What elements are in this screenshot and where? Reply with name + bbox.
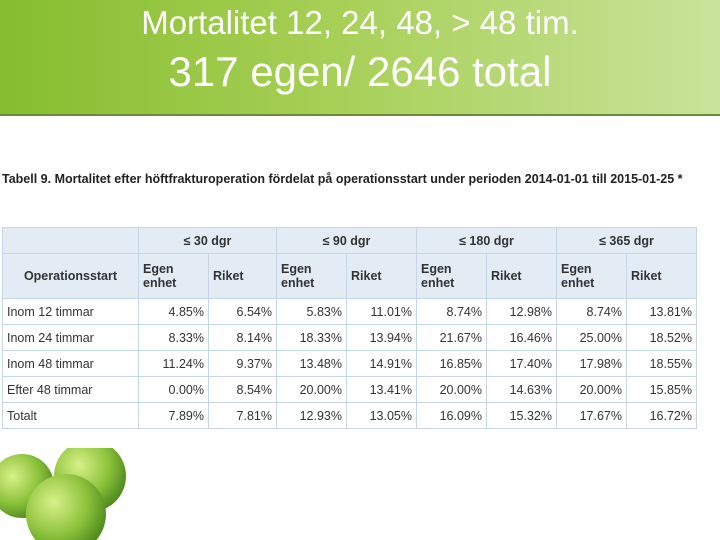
group-header: ≤ 180 dgr [416, 227, 557, 254]
column-header: Egen enhet [416, 253, 487, 299]
column-header: Riket [346, 253, 417, 299]
column-header: Egen enhet [138, 253, 209, 299]
cell-value: 8.14% [208, 324, 277, 351]
cell-value: 16.09% [416, 402, 487, 429]
column-header: Riket [486, 253, 557, 299]
row-label: Inom 12 timmar [2, 298, 139, 325]
cell-value: 14.63% [486, 376, 557, 403]
cell-value: 16.72% [626, 402, 697, 429]
table-row: Inom 48 timmar 11.24% 9.37% 13.48% 14.91% 16.… [2, 350, 697, 377]
cell-value: 12.93% [276, 402, 347, 429]
table-row: Efter 48 timmar 0.00% 8.54% 20.00% 13.41% 20.… [2, 376, 697, 403]
cell-value: 8.54% [208, 376, 277, 403]
group-header: ≤ 30 dgr [138, 227, 277, 254]
cell-value: 14.91% [346, 350, 417, 377]
table-row: ≤ 30 dgr ≤ 90 dgr ≤ 180 dgr ≤ 365 dgr [2, 227, 697, 254]
header-band: Mortalitet 12, 24, 48, > 48 tim. 317 ege… [0, 0, 720, 116]
cell-value: 21.67% [416, 324, 487, 351]
empty-cell [2, 227, 139, 254]
cell-value: 17.40% [486, 350, 557, 377]
table-caption: Tabell 9. Mortalitet efter höftfrakturop… [2, 172, 683, 186]
cell-value: 11.01% [346, 298, 417, 325]
cell-value: 18.33% [276, 324, 347, 351]
column-header: Egen enhet [276, 253, 347, 299]
cell-value: 13.48% [276, 350, 347, 377]
cell-value: 8.33% [138, 324, 209, 351]
cell-value: 4.85% [138, 298, 209, 325]
cell-value: 11.24% [138, 350, 209, 377]
cell-value: 16.46% [486, 324, 557, 351]
row-label: Inom 48 timmar [2, 350, 139, 377]
column-header: Riket [626, 253, 697, 299]
table-row: Totalt 7.89% 7.81% 12.93% 13.05% 16.09% 15.32%… [2, 402, 697, 429]
table-row: Inom 12 timmar 4.85% 6.54% 5.83% 11.01% 8.74%… [2, 298, 697, 325]
column-header: Egen enhet [556, 253, 627, 299]
subtitle: 317 egen/ 2646 total [168, 48, 552, 95]
cell-value: 15.32% [486, 402, 557, 429]
cell-value: 13.05% [346, 402, 417, 429]
apples-image [0, 448, 126, 540]
mortality-table: ≤ 30 dgr ≤ 90 dgr ≤ 180 dgr ≤ 365 dgr Operat… [2, 227, 697, 429]
cell-value: 17.67% [556, 402, 627, 429]
cell-value: 9.37% [208, 350, 277, 377]
cell-value: 7.89% [138, 402, 209, 429]
table-row: Operationsstart Egen enhet Riket Egen enhet… [2, 253, 697, 299]
cell-value: 13.94% [346, 324, 417, 351]
row-label: Efter 48 timmar [2, 376, 139, 403]
cell-value: 13.81% [626, 298, 697, 325]
title: Mortalitet 12, 24, 48, > 48 tim. [141, 4, 579, 41]
table-row: Inom 24 timmar 8.33% 8.14% 18.33% 13.94% 21.6… [2, 324, 697, 351]
group-header: ≤ 365 dgr [556, 227, 697, 254]
cell-value: 18.52% [626, 324, 697, 351]
cell-value: 13.41% [346, 376, 417, 403]
row-label: Inom 24 timmar [2, 324, 139, 351]
cell-value: 20.00% [276, 376, 347, 403]
cell-value: 12.98% [486, 298, 557, 325]
cell-value: 17.98% [556, 350, 627, 377]
column-header: Operationsstart [2, 253, 139, 299]
cell-value: 20.00% [416, 376, 487, 403]
column-header: Riket [208, 253, 277, 299]
cell-value: 0.00% [138, 376, 209, 403]
cell-value: 18.55% [626, 350, 697, 377]
cell-value: 16.85% [416, 350, 487, 377]
cell-value: 20.00% [556, 376, 627, 403]
cell-value: 7.81% [208, 402, 277, 429]
cell-value: 8.74% [556, 298, 627, 325]
cell-value: 5.83% [276, 298, 347, 325]
cell-value: 8.74% [416, 298, 487, 325]
row-label: Totalt [2, 402, 139, 429]
cell-value: 15.85% [626, 376, 697, 403]
group-header: ≤ 90 dgr [276, 227, 417, 254]
cell-value: 25.00% [556, 324, 627, 351]
cell-value: 6.54% [208, 298, 277, 325]
